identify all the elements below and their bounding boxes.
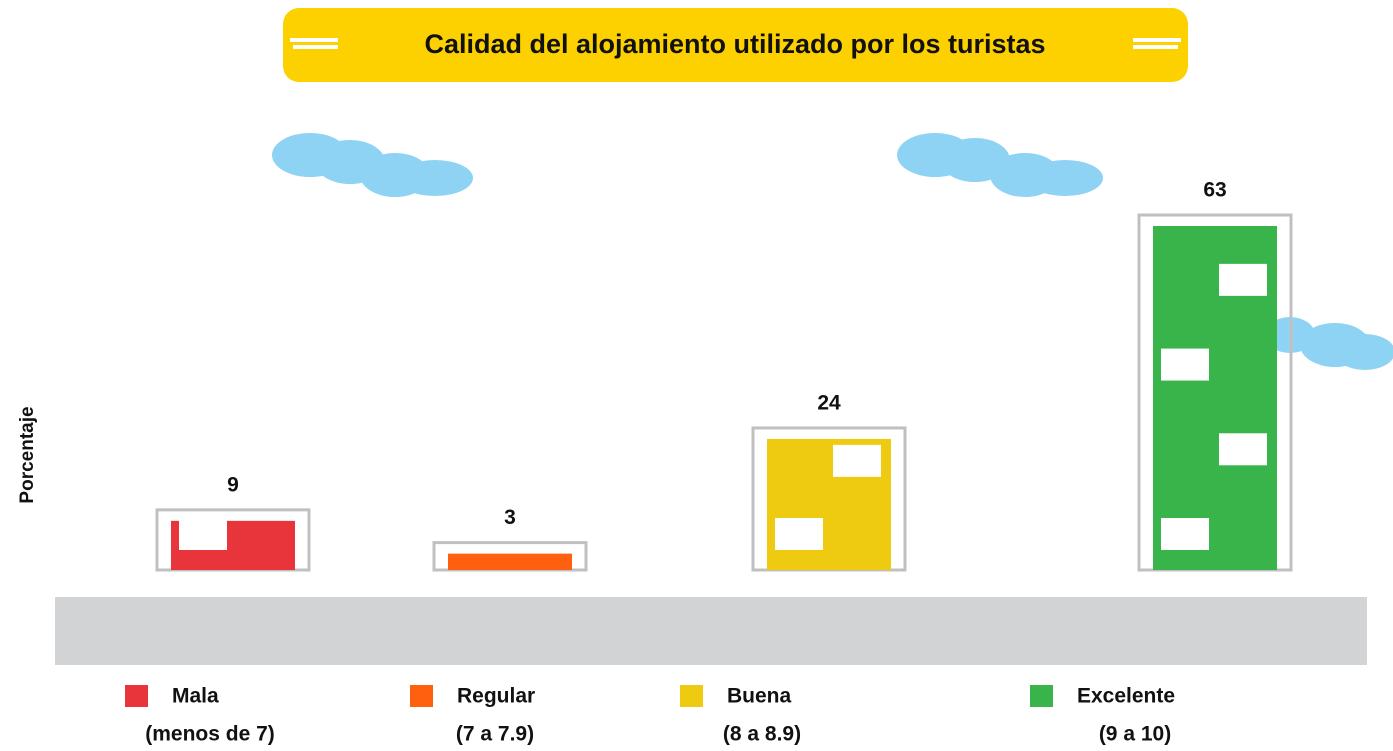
legend-label: Regular [457,685,535,708]
legend-range: (menos de 7) [145,723,275,746]
value-label: 9 [227,473,239,496]
chart: Calidad del alojamiento utilizado por lo… [0,0,1393,751]
ground [55,597,1367,665]
legend-swatch [125,685,148,707]
window [179,518,227,550]
window [1161,518,1209,550]
value-label: 63 [1203,179,1226,202]
value-label: 24 [817,392,841,415]
y-axis-label: Porcentaje [17,406,38,503]
window [1219,264,1267,296]
window [775,518,823,550]
legend-range: (7 a 7.9) [456,723,534,746]
legend-range: (8 a 8.9) [723,723,801,746]
value-label: 3 [504,506,516,529]
legend-range: (9 a 10) [1099,723,1171,746]
legend-swatch [680,685,703,707]
legend-label: Buena [727,685,792,708]
chart-title: Calidad del alojamiento utilizado por lo… [424,29,1045,59]
legend-swatch [1030,685,1053,707]
legend-swatch [410,685,433,707]
window [1219,433,1267,465]
legend-label: Excelente [1077,685,1175,708]
bar [448,554,572,570]
window [1161,349,1209,381]
legend-label: Mala [172,685,219,708]
window [833,445,881,477]
